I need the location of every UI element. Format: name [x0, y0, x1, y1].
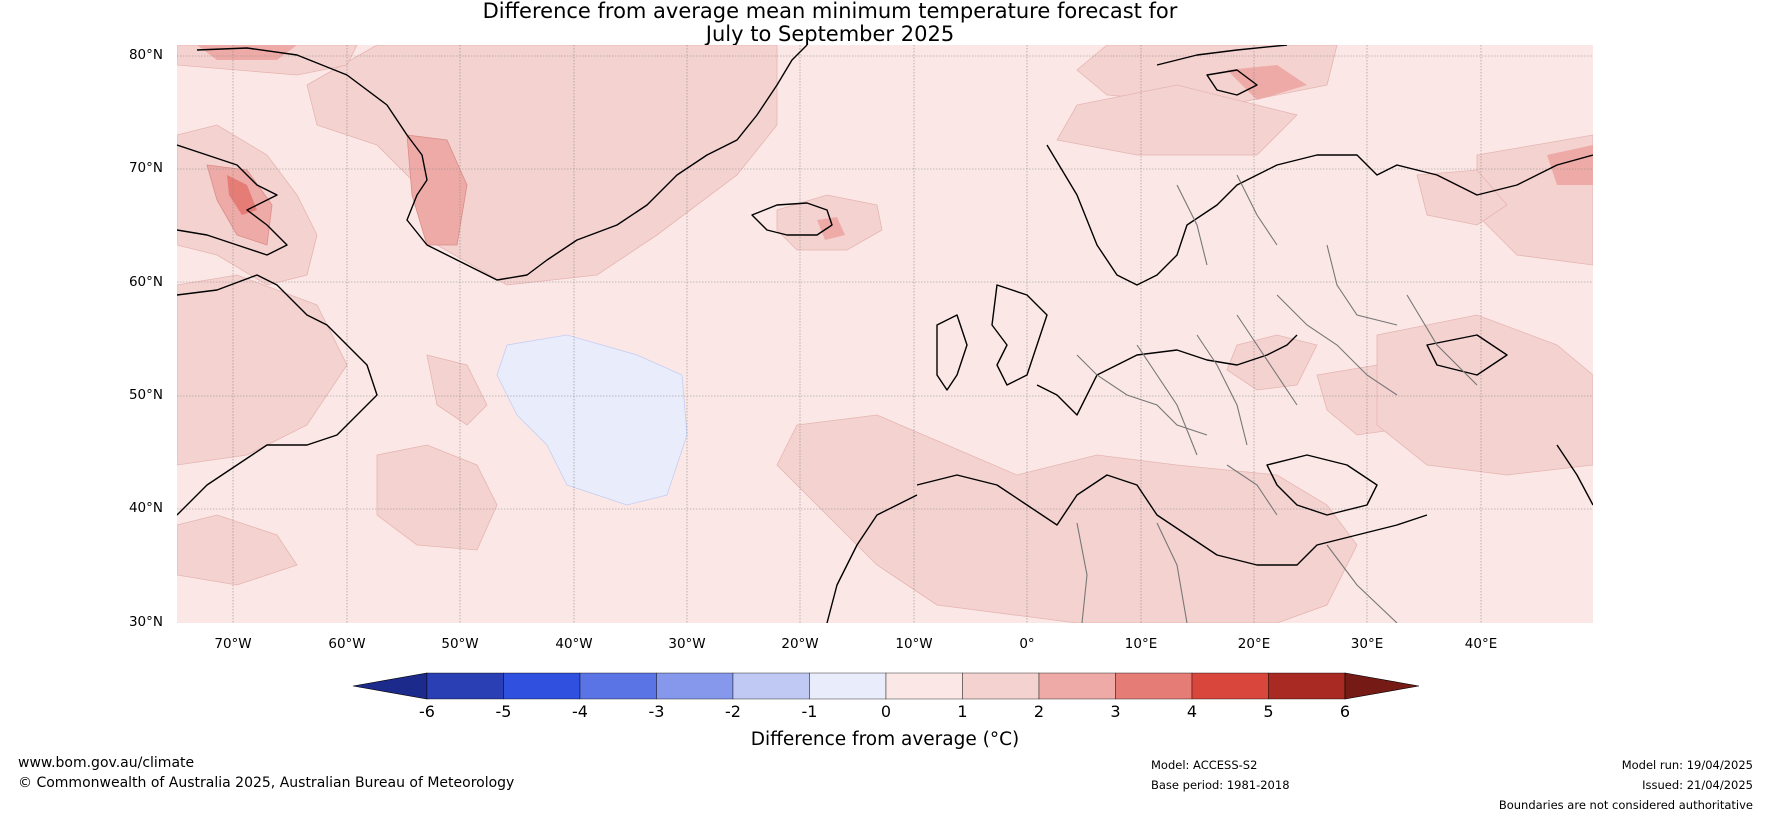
colorbar-tick-label: 4 [1186, 702, 1198, 721]
lon-label-0: 0° [1019, 636, 1035, 652]
lat-label-70n: 70°N [128, 160, 163, 176]
colorbar-tick-label: -2 [725, 702, 741, 721]
footer-base-period: Base period: 1981-2018 [1151, 778, 1290, 792]
colorbar-segment [962, 672, 1040, 700]
lat-label-30n: 30°N [128, 614, 163, 630]
colorbar-tick-label: 0 [880, 702, 892, 721]
lon-label-40e: 40°E [1464, 636, 1498, 652]
lat-label-40n: 40°N [128, 500, 163, 516]
footer-website: www.bom.gov.au/climate [18, 755, 195, 771]
map-title-line2: July to September 2025 [705, 22, 955, 46]
lon-label-20e: 20°E [1237, 636, 1271, 652]
colorbar-segment [732, 672, 810, 700]
map-canvas [177, 45, 1593, 623]
colorbar-tick-label: -4 [572, 702, 588, 721]
colorbar-tick-label: -3 [648, 702, 665, 721]
footer-copyright: © Commonwealth of Australia 2025, Austra… [18, 775, 515, 791]
footer-disclaimer: Boundaries are not considered authoritat… [1498, 798, 1753, 812]
colorbar-tick-label: 6 [1339, 702, 1351, 721]
colorbar-segment [1115, 672, 1193, 700]
colorbar-segment [579, 672, 657, 700]
lon-label-70w: 70°W [214, 636, 252, 652]
colorbar-tick-label: 1 [957, 702, 968, 721]
forecast-map [177, 45, 1593, 623]
footer-model-run: Model run: 19/04/2025 [1621, 758, 1753, 772]
colorbar-segment [426, 672, 504, 700]
colorbar-tick-label: -1 [801, 702, 818, 721]
lon-label-40w: 40°W [555, 636, 593, 652]
coastlines [177, 45, 1593, 623]
lon-label-10e: 10°E [1124, 636, 1158, 652]
anomaly-contours [177, 45, 1593, 623]
lat-label-60n: 60°N [128, 274, 163, 290]
colorbar-segment [656, 672, 734, 700]
colorbar-segment [1268, 672, 1346, 700]
country-borders [1076, 174, 1478, 623]
colorbar-segment [809, 672, 887, 700]
colorbar-tick-label: 3 [1110, 702, 1121, 721]
colorbar [352, 672, 1420, 700]
colorbar-tick-label: 2 [1033, 702, 1045, 721]
map-title-line1: Difference from average mean minimum tem… [482, 0, 1178, 23]
lon-label-10w: 10°W [895, 636, 933, 652]
colorbar-segment [1038, 672, 1116, 700]
colorbar-label: Difference from average (°C) [750, 729, 1020, 750]
lat-label-50n: 50°N [128, 387, 163, 403]
lon-label-30e: 30°E [1350, 636, 1384, 652]
colorbar-segment [885, 672, 963, 700]
lon-label-50w: 50°W [441, 636, 479, 652]
colorbar-extend-low [352, 672, 428, 700]
lon-label-20w: 20°W [781, 636, 819, 652]
lon-label-30w: 30°W [668, 636, 706, 652]
colorbar-tick-label: -5 [495, 702, 512, 721]
colorbar-tick-label: -6 [419, 702, 435, 721]
colorbar-tick-label: 5 [1263, 702, 1274, 721]
footer-issued: Issued: 21/04/2025 [1642, 778, 1753, 792]
colorbar-segment [503, 672, 581, 700]
graticule [177, 45, 1593, 623]
colorbar-extend-high [1344, 672, 1420, 700]
footer-model: Model: ACCESS-S2 [1151, 758, 1258, 772]
lat-label-80n: 80°N [128, 47, 163, 63]
colorbar-segment [1191, 672, 1269, 700]
lon-label-60w: 60°W [328, 636, 366, 652]
